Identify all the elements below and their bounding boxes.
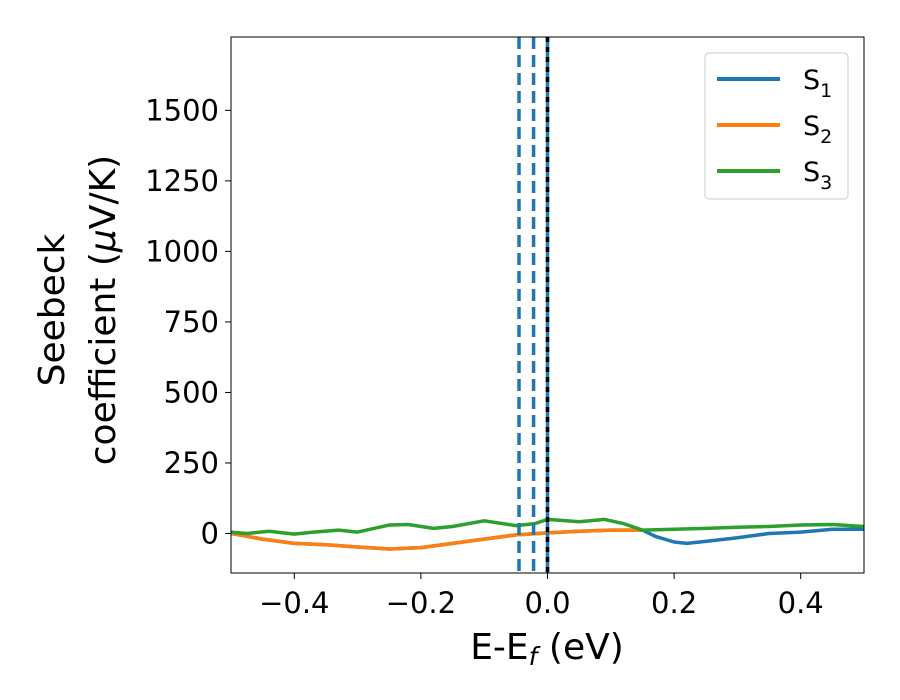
y-tick-label: 500 (164, 375, 219, 409)
series-line-s2 (231, 528, 643, 551)
x-tick-label: −0.2 (386, 586, 456, 620)
y-tick-label: 750 (164, 305, 219, 339)
legend: S1 S2 S3 (704, 52, 849, 200)
y-axis-title-line1: Seebeck (32, 233, 73, 386)
x-axis: −0.4 −0.2 0.0 0.2 0.4 (259, 573, 824, 620)
y-axis-title: Seebeck coefficient (μV/K) (32, 155, 124, 465)
y-axis-title-mu: μ (83, 229, 124, 253)
y-axis-title-unit: V/K) (83, 155, 124, 229)
y-axis-title-prefix: coefficient ( (83, 252, 124, 465)
legend-label-s1: S1 (803, 65, 832, 102)
x-tick-label: 0.0 (524, 586, 570, 620)
y-axis: 0 250 500 750 1000 1250 1500 (145, 93, 231, 551)
x-axis-title-main: E-E (470, 627, 528, 668)
x-tick-label: −0.4 (259, 586, 329, 620)
y-axis-title-line2: coefficient (μV/K) (83, 155, 124, 465)
y-tick-label: 1500 (145, 93, 219, 127)
legend-label-s3: S3 (803, 157, 832, 194)
y-tick-label: 250 (164, 446, 219, 480)
x-tick-label: 0.4 (778, 586, 824, 620)
legend-label-s2: S2 (803, 111, 832, 148)
y-tick-label: 0 (201, 517, 219, 551)
y-tick-label: 1250 (145, 164, 219, 198)
vline-layer (517, 37, 550, 573)
x-tick-label: 0.2 (651, 586, 697, 620)
y-tick-label: 1000 (145, 234, 219, 268)
x-axis-title-unit: (eV) (537, 627, 623, 668)
x-axis-title: E-Ef (eV) (470, 627, 624, 671)
